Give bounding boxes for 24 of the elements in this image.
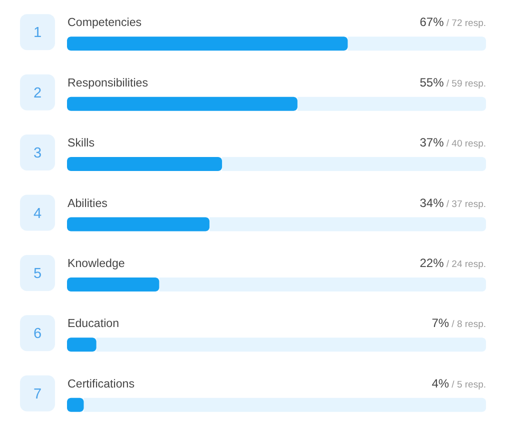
text: 5: [33, 266, 42, 282]
y-tick-label: Competencies: [68, 16, 142, 30]
text: 3: [33, 146, 42, 162]
data-label: 7% / 8 resp.: [432, 316, 486, 330]
bar: [67, 398, 84, 412]
text: 1: [33, 25, 42, 42]
y-tick-label: Knowledge: [68, 256, 125, 270]
y-tick-label: Education: [68, 317, 120, 330]
data-label: 22% / 24 resp.: [420, 256, 486, 270]
y-tick-label: Responsibilities: [68, 76, 148, 90]
data-label: 37% / 40 resp.: [420, 136, 486, 150]
y-tick-label: Abilities: [68, 196, 108, 210]
text: 2: [33, 85, 42, 102]
data-label: 67% / 72 resp.: [420, 15, 486, 30]
bar: [67, 277, 160, 292]
data-label: 55% / 59 resp.: [420, 75, 486, 90]
text: 7: [33, 386, 42, 402]
y-tick-label: Certifications: [68, 377, 135, 390]
bar: [67, 338, 96, 352]
text: 4: [33, 206, 42, 222]
data-label: 34% / 37 resp.: [420, 196, 486, 210]
data-label: 4% / 5 resp.: [432, 376, 486, 390]
y-tick-label: Skills: [68, 136, 95, 150]
text: 6: [33, 326, 42, 342]
